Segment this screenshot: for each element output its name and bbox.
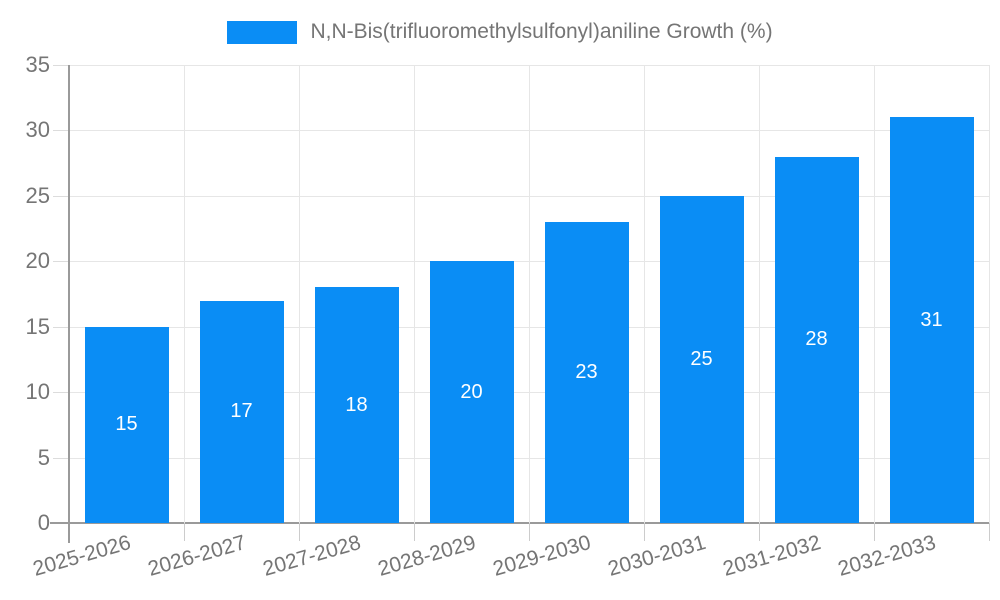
y-axis-tick [53,457,69,459]
bar[interactable]: 28 [774,156,859,523]
y-axis-tick-label: 25 [25,182,50,208]
y-axis-tick-label: 10 [25,379,50,405]
x-axis-tick [299,523,300,541]
x-axis-tick [529,523,530,541]
y-axis-tick-label: 0 [37,510,50,535]
legend-label: N,N-Bis(trifluoromethylsulfonyl)aniline … [310,20,773,43]
legend-swatch [227,20,298,44]
y-axis-tick-label: 5 [37,444,50,470]
y-axis-tick [53,326,69,328]
x-gridline [644,65,645,523]
bar-value-label: 31 [920,308,943,331]
bar-value-label: 28 [805,328,828,351]
bar[interactable]: 18 [314,287,399,523]
x-axis-tick [184,523,185,541]
y-axis-tick [53,65,69,66]
legend-item[interactable]: N,N-Bis(trifluoromethylsulfonyl)aniline … [227,20,773,44]
bar-value-label: 17 [230,400,253,423]
bar[interactable]: 15 [84,326,169,523]
y-axis-tick-label: 30 [25,117,50,143]
bar-value-label: 23 [575,361,598,383]
y-axis-line [68,65,70,543]
y-axis-tick [53,195,69,197]
x-axis-tick [989,523,990,541]
y-axis-tick [53,392,69,394]
y-axis-tick [53,130,69,132]
x-gridline [299,65,300,523]
bar-value-label: 20 [460,380,483,403]
y-axis-tick-label: 15 [25,313,50,339]
bar-value-label: 15 [115,413,138,436]
bar[interactable]: 20 [429,261,514,523]
x-gridline [529,65,530,523]
bar[interactable]: 25 [659,195,744,523]
x-axis-tick [414,523,415,541]
x-gridline [759,65,760,523]
bar[interactable]: 31 [889,117,974,523]
bar-value-label: 25 [690,347,713,370]
x-gridline [989,65,990,523]
x-gridline [874,65,875,523]
x-axis-tick [759,523,760,541]
bar[interactable]: 17 [199,300,284,523]
x-gridline [414,65,415,523]
legend: N,N-Bis(trifluoromethylsulfonyl)aniline … [0,20,1000,44]
x-gridline [184,65,185,523]
bar[interactable]: 23 [544,222,629,523]
y-axis-tick [53,261,69,263]
x-axis-tick [874,523,875,541]
x-axis-tick [644,523,645,541]
bar-value-label: 18 [345,393,368,416]
y-axis-tick-label: 35 [25,52,50,77]
y-axis-tick-label: 20 [25,248,50,274]
x-axis-line [50,522,989,524]
